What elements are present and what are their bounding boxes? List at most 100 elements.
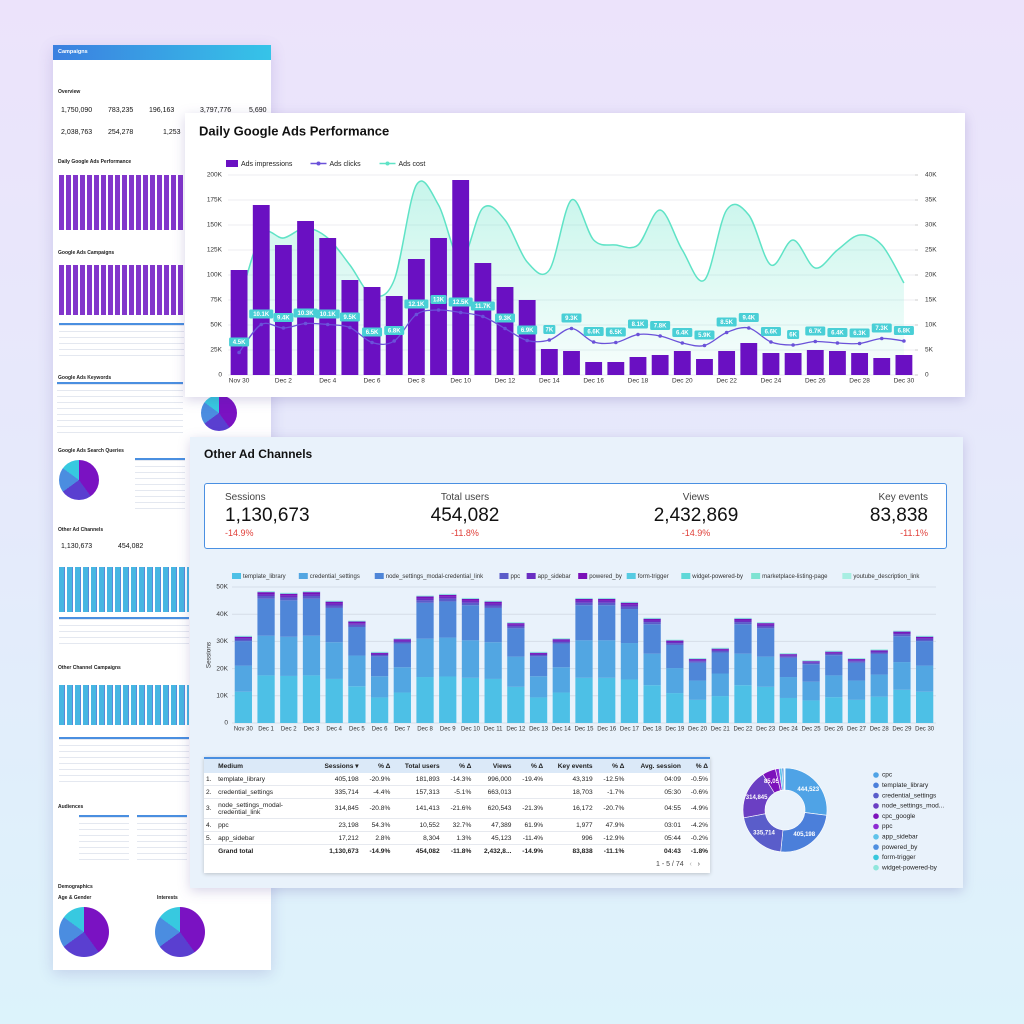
bar (230, 270, 248, 375)
value-label-bg (787, 330, 800, 339)
table-cell: -5.1% (441, 785, 474, 799)
bar-segment (688, 660, 707, 662)
legend-label: ppc (511, 574, 521, 580)
value-label-bg (627, 319, 648, 329)
bar-segment (870, 674, 888, 697)
legend-label: app_sidebar (882, 834, 919, 841)
legend-swatch (873, 834, 879, 840)
bar-segment (802, 661, 820, 663)
table-cell: 663,013 (473, 785, 514, 799)
line-point (614, 340, 618, 345)
bar-segment (257, 592, 275, 595)
x-tick-label: Dec 21 (711, 727, 731, 733)
next-page[interactable]: › (697, 861, 700, 868)
x-tick-label: Dec 8 (417, 727, 433, 733)
value-label-bg (583, 327, 604, 336)
bar-segment (280, 636, 298, 676)
table-cell: 1,977 (545, 818, 595, 832)
bar-segment (893, 632, 911, 635)
y-tick-label: 100K (207, 272, 223, 279)
value-label: 6.8K (388, 328, 401, 334)
y2-tick-label: 10K (925, 322, 937, 329)
value-label-bg (430, 295, 447, 304)
bar-segment (529, 653, 548, 655)
header-cell: Avg. session (626, 757, 683, 773)
bar-segment (847, 659, 866, 661)
bar (407, 259, 425, 375)
line-point (259, 322, 264, 327)
value-label-bg (827, 328, 848, 337)
table-cell: -20.8% (360, 798, 393, 819)
bar (740, 343, 758, 375)
y2-tick-label: 0 (925, 372, 929, 379)
bar-segment (393, 667, 411, 693)
legend-swatch (873, 823, 879, 830)
table: Medium Sessions ▾% Δ Total users% Δ Views% … (204, 757, 710, 857)
value-label: 11.7K (475, 304, 491, 310)
thumb-donut (59, 907, 109, 957)
legend-label: marketplace-listing-page (762, 574, 828, 580)
bar-segment (734, 653, 752, 686)
table-cell: 996,000 (473, 773, 514, 786)
bar-segment (893, 634, 911, 637)
row-index: 2. (204, 785, 217, 799)
value-label-bg (404, 299, 429, 309)
table-cell: 54.3% (360, 818, 393, 832)
line-point (769, 340, 773, 344)
kpi: Sessions 1,130,673 -14.9% (225, 492, 310, 538)
thumb-text: Google Ads Campaigns (58, 250, 115, 256)
bar-segment (734, 624, 752, 654)
value-label-bg (760, 327, 781, 336)
bar-segment (280, 675, 298, 723)
bar-segment (507, 628, 525, 657)
bar-segment (598, 602, 616, 606)
bar-segment (643, 685, 661, 723)
kpi-delta: -14.9% (225, 528, 254, 538)
bar (474, 263, 492, 375)
line-point (503, 326, 507, 331)
bar-segment (757, 686, 775, 723)
bar-segment (802, 681, 820, 701)
value-label: 6.5K (609, 330, 622, 336)
bar-segment (575, 598, 593, 601)
bar-segment (416, 677, 434, 723)
line-point (658, 334, 662, 338)
value-label: 13K (433, 297, 445, 303)
thumbnail-header (53, 45, 271, 60)
bar (297, 221, 314, 375)
table-cell: ppc (216, 818, 313, 832)
value-label: 9.4K (277, 315, 290, 321)
bar-segment (393, 641, 411, 644)
legend-swatch (226, 160, 238, 167)
thumb-table (59, 323, 184, 357)
bar-segment (643, 653, 661, 686)
line-point (636, 332, 640, 337)
header-cell[interactable]: Sessions ▾ (312, 757, 361, 773)
line-point (857, 341, 862, 346)
y-tick-label: 200K (207, 172, 223, 179)
bar-segment (620, 609, 639, 644)
total-cell: -1.8% (690, 847, 708, 855)
legend-swatch (873, 772, 879, 778)
bar-segment (370, 676, 389, 698)
prev-page[interactable]: ‹ (689, 861, 692, 868)
table-cell: 996 (545, 831, 595, 845)
kpi-label: Views (682, 492, 710, 503)
bar-segment (552, 643, 570, 668)
donut-label: 444,523 (797, 787, 819, 793)
bar-segment (348, 624, 366, 627)
bar-segment (575, 600, 593, 603)
thumb-text: Google Ads Search Queries (58, 448, 124, 454)
header-cell: Total users (392, 757, 442, 773)
bar-segment (302, 592, 321, 595)
x-tick-label: Dec 24 (779, 727, 799, 733)
area-fill (239, 181, 904, 375)
legend-swatch (873, 792, 879, 799)
x-tick-label: Dec 2 (275, 378, 292, 385)
thumb-bars (59, 175, 184, 230)
value-label-bg (605, 327, 626, 337)
legend-swatch (232, 573, 241, 579)
legend-label: widget-powered-by (691, 574, 743, 580)
medium-table: Medium Sessions ▾% Δ Total users% Δ Views% … (204, 757, 710, 873)
bar-segment (598, 600, 616, 603)
